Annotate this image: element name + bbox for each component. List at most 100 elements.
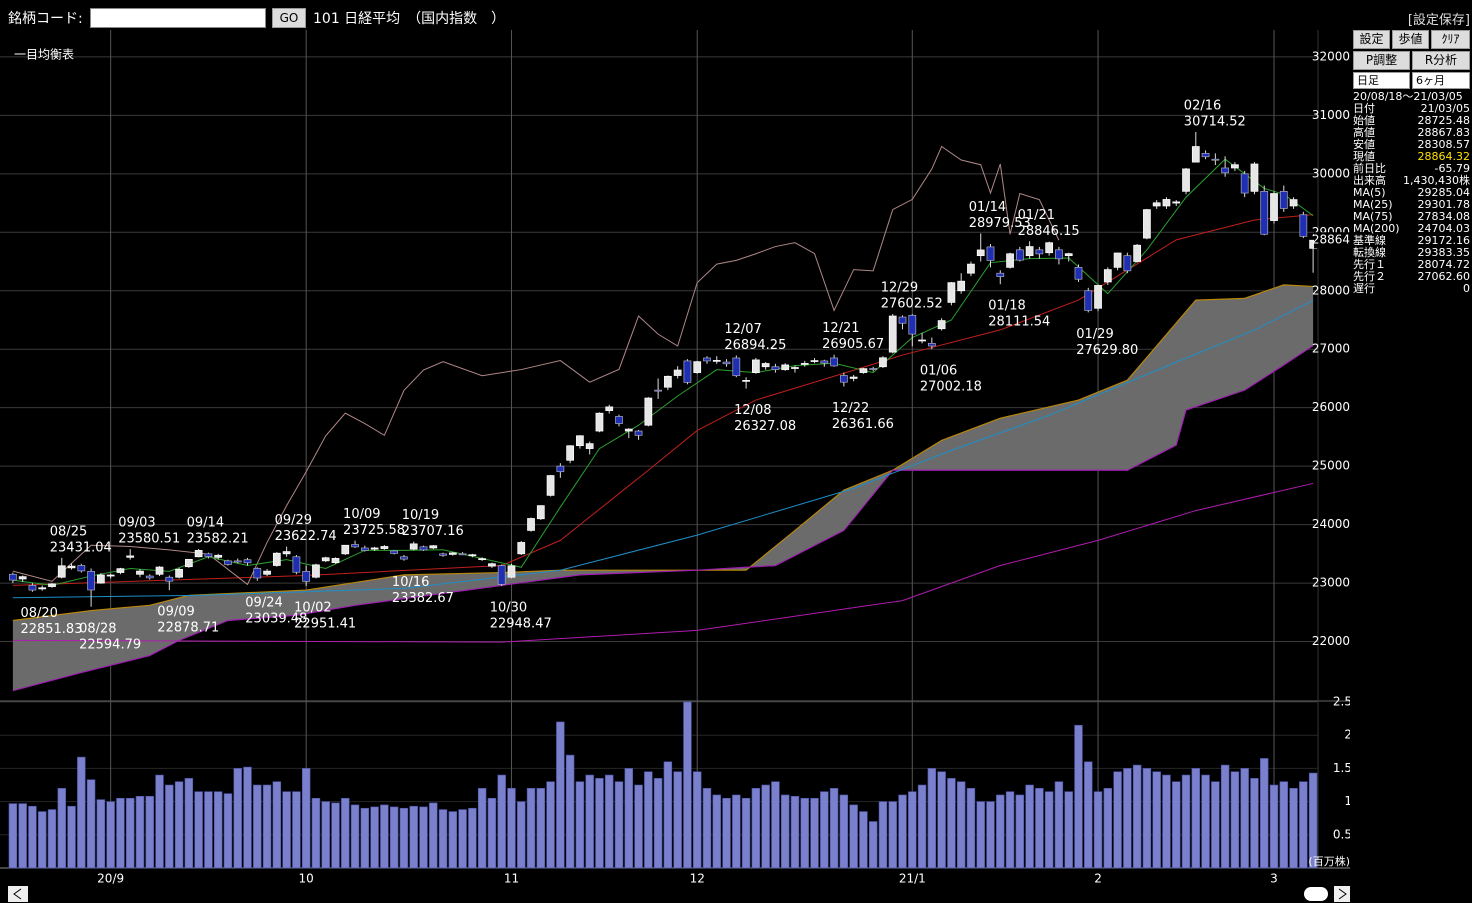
y-tick-label: 28000 (1312, 283, 1350, 297)
settings-button[interactable]: 設定 (1353, 30, 1390, 49)
period-select[interactable]: 日足 (1353, 72, 1410, 89)
tick-button[interactable]: 歩値 (1392, 30, 1429, 49)
scroll-thumb[interactable] (1304, 887, 1328, 901)
x-tick-label: 21/1 (899, 872, 926, 886)
info-row: 基準線 29172.16 (1353, 235, 1470, 247)
info-label: 転換線 (1353, 246, 1386, 259)
volume-bar (67, 805, 76, 869)
volume-bar (262, 784, 272, 869)
annotation-value: 23382.67 (392, 591, 454, 606)
candle-body (204, 553, 213, 557)
annotation-value: 26361.66 (832, 417, 894, 432)
candle-body (1201, 153, 1210, 158)
annotation-value: 30714.52 (1184, 115, 1246, 130)
volume-bar (184, 778, 194, 869)
candle-body (155, 566, 164, 575)
info-value: 29172.16 (1417, 234, 1471, 247)
candle-body (556, 465, 565, 473)
candle-body (1113, 252, 1122, 268)
info-value: 27834.08 (1417, 210, 1471, 223)
r-analysis-button[interactable]: R分析 (1412, 51, 1470, 70)
candle-body (927, 343, 936, 347)
candle-body (585, 443, 594, 449)
volume-bar (1015, 794, 1025, 869)
y-tick-label: 2.5 (1333, 695, 1350, 709)
candle-body (439, 553, 447, 556)
candle-body (263, 570, 271, 575)
annotation-value: 22951.41 (294, 616, 356, 631)
volume-bar (86, 779, 96, 869)
scroll-right[interactable] (1334, 886, 1350, 902)
info-value: 28308.57 (1417, 138, 1471, 151)
info-row: MA(75) 27834.08 (1353, 211, 1470, 223)
candle-body (654, 389, 662, 392)
annotation-date: 10/19 (402, 508, 439, 523)
info-row: 先行２ 27062.60 (1353, 271, 1470, 283)
annotation-date: 01/18 (988, 299, 1025, 314)
code-input[interactable] (90, 8, 266, 28)
info-row: 安値 28308.57 (1353, 139, 1470, 151)
candle-body (859, 368, 868, 373)
volume-bar (1025, 784, 1034, 869)
candle-body (595, 412, 604, 432)
go-button[interactable]: GO (272, 8, 306, 28)
annotation-value: 26905.67 (822, 337, 884, 352)
info-row: 先行１ 28074.72 (1353, 259, 1470, 271)
candle-body (644, 397, 653, 426)
candle-body (1094, 285, 1102, 309)
volume-bar (1152, 771, 1161, 869)
candle-body (1103, 269, 1112, 283)
save-settings[interactable]: [設定保存] (1407, 13, 1470, 28)
volume-bar (1230, 771, 1240, 869)
volume-bar (976, 801, 985, 869)
volume-bar (429, 802, 438, 869)
volume-bar (732, 794, 741, 869)
p-adjust-button[interactable]: P調整 (1353, 51, 1410, 70)
candle-body (145, 575, 154, 579)
candle-body (937, 320, 946, 330)
info-value: 29285.04 (1417, 186, 1471, 199)
leading-span-2 (12, 345, 1314, 692)
volume-bar (1289, 788, 1298, 869)
volume-bar (927, 768, 937, 869)
volume-unit: (百万株) (1308, 854, 1350, 868)
volume-bar (966, 788, 976, 869)
volume-bar (741, 797, 751, 869)
candle-body (48, 583, 56, 587)
candle-body (184, 558, 193, 568)
candle-body (800, 363, 809, 365)
annotation-value: 28111.54 (988, 315, 1050, 330)
info-value: 24704.03 (1417, 222, 1471, 235)
range-text: 20/08/18～21/03/05 (1353, 91, 1470, 103)
volume-bar (653, 778, 663, 869)
volume-bar (771, 781, 780, 869)
candle-body (448, 552, 457, 555)
volume-bar (165, 784, 174, 869)
candle-body (732, 357, 741, 377)
candle-body (1123, 255, 1132, 272)
candle-body (292, 556, 301, 573)
info-row: 転換線 29383.35 (1353, 247, 1470, 259)
volume-bar (1220, 764, 1230, 869)
candle-body (165, 576, 174, 582)
annotation-value: 28846.15 (1018, 224, 1080, 239)
annotation-value: 23431.04 (50, 540, 112, 555)
indicator-line (12, 145, 1060, 586)
candle-body (57, 565, 66, 578)
clear-button[interactable]: ｸﾘｱ (1431, 30, 1470, 49)
candle-body (390, 550, 399, 554)
volume-bar (96, 799, 106, 869)
candle-body (820, 360, 829, 364)
volume-bar (917, 784, 927, 869)
span-select[interactable]: 6ヶ月 (1412, 72, 1470, 89)
candle-body (224, 560, 232, 565)
annotation-date: 01/14 (969, 200, 1006, 215)
annotation-value: 28979.53 (969, 216, 1031, 231)
candle-body (976, 249, 985, 257)
info-row: 遅行 0 (1353, 283, 1470, 295)
volume-bar (908, 791, 917, 869)
candle-body (673, 369, 682, 376)
scroll-left[interactable] (8, 886, 28, 902)
info-value: 1,430,430株 (1403, 174, 1470, 187)
